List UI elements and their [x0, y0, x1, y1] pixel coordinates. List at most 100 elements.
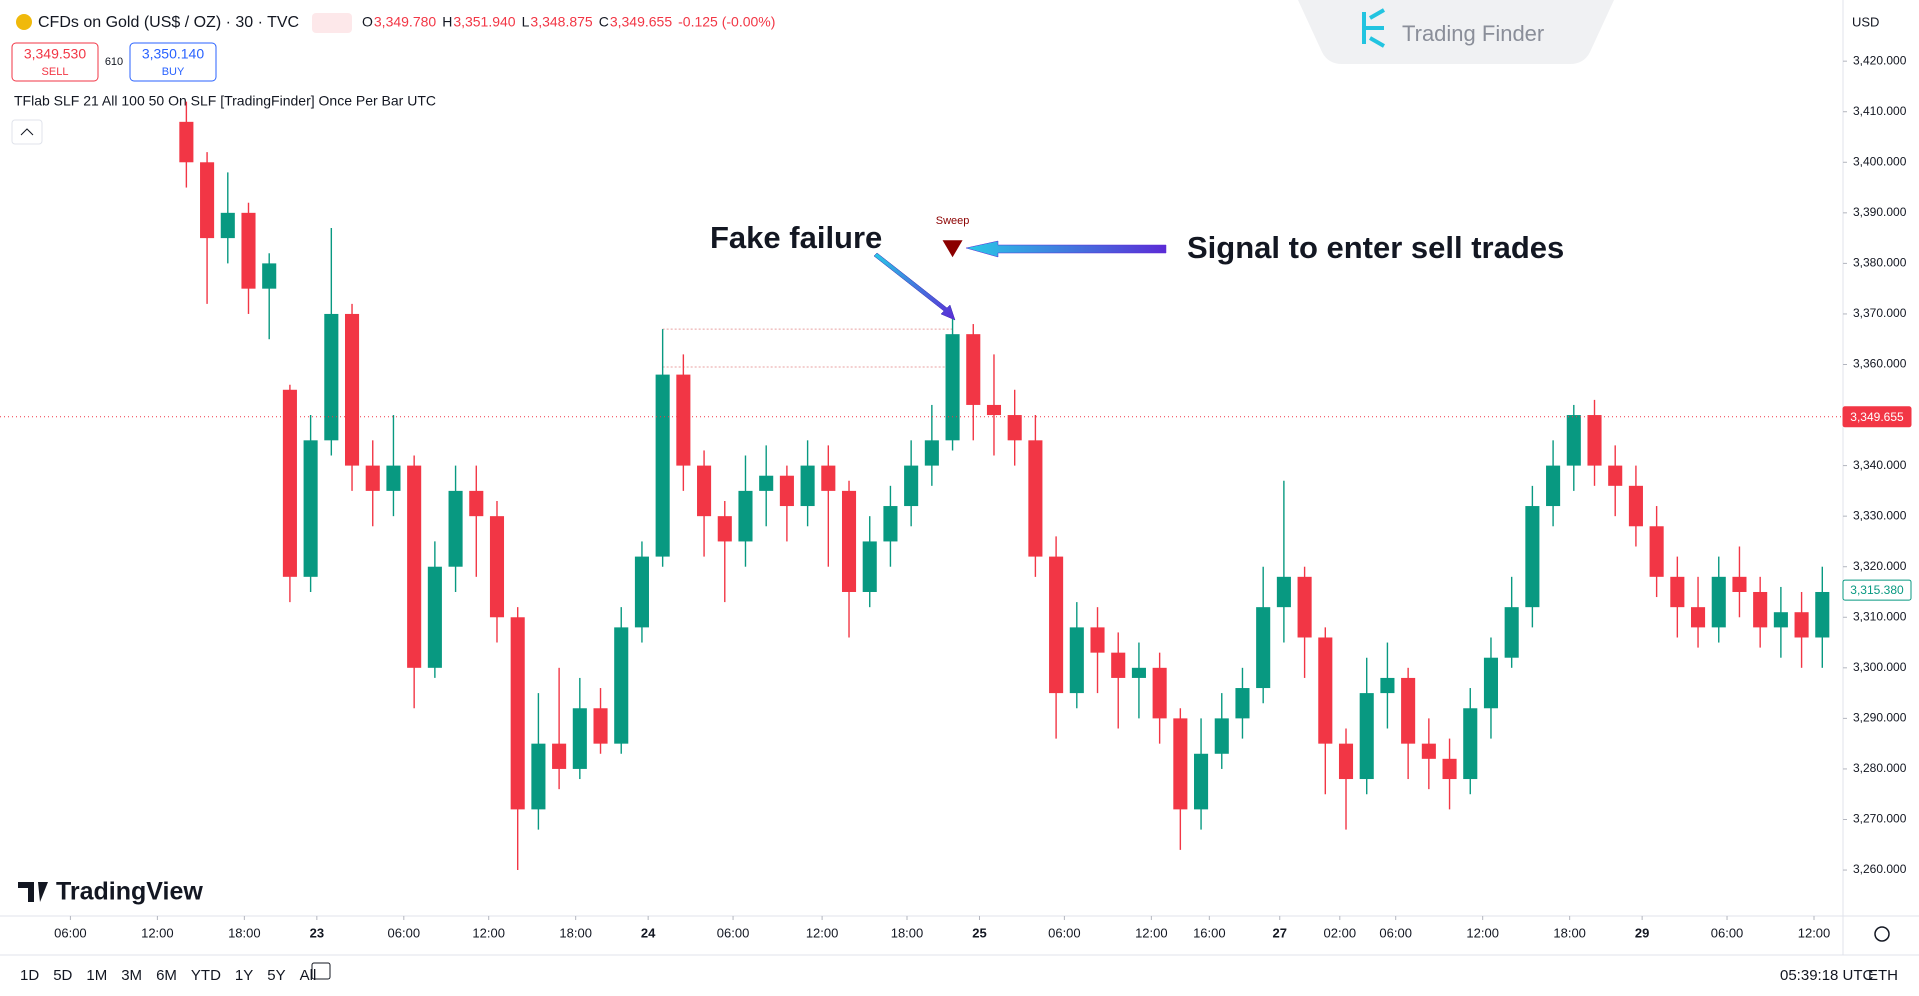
x-tick-label: 29 — [1635, 925, 1649, 940]
x-tick-label: 06:00 — [717, 925, 750, 940]
candle-body — [365, 465, 380, 491]
legend-change: -0.125 (-0.00%) — [678, 14, 775, 30]
candle-body — [1069, 627, 1084, 694]
session[interactable]: ETH — [1868, 967, 1898, 984]
candle-body — [200, 162, 215, 239]
candle-body — [759, 475, 774, 491]
y-tick-label: 3,370.000 — [1853, 306, 1907, 320]
candle-body — [1380, 677, 1395, 694]
range-button[interactable]: 1M — [86, 967, 107, 984]
candle-body — [1007, 415, 1022, 441]
x-tick-label: 06:00 — [1048, 925, 1081, 940]
candle-body — [1131, 667, 1146, 678]
candle-body — [241, 212, 256, 289]
candle-body — [655, 374, 670, 557]
x-tick-label: 12:00 — [1798, 925, 1831, 940]
collapse-icon — [20, 128, 34, 136]
x-tick-label: 18:00 — [891, 925, 924, 940]
candle-body — [1463, 708, 1478, 780]
candle-body — [593, 708, 608, 744]
candle-body — [800, 465, 815, 507]
candle-body — [1794, 612, 1809, 638]
x-tick-label: 12:00 — [1135, 925, 1168, 940]
candle-body — [469, 490, 484, 517]
candle-body — [1194, 753, 1209, 810]
candle-body — [1587, 415, 1602, 466]
range-button[interactable]: 6M — [156, 967, 177, 984]
x-tick-label: 12:00 — [472, 925, 505, 940]
fake-failure-arrow — [873, 252, 956, 321]
price-tag — [1842, 406, 1912, 428]
candle-body — [1152, 667, 1167, 719]
candle-body — [324, 313, 339, 441]
spread: 610 — [105, 56, 123, 68]
x-tick-label: 27 — [1273, 925, 1287, 940]
x-tick-label: 12:00 — [141, 925, 174, 940]
candle-body — [1421, 743, 1436, 759]
buy-price: 3,350.140 — [142, 46, 204, 62]
collapse-button[interactable] — [11, 119, 43, 145]
range-button[interactable]: 5D — [53, 967, 72, 984]
candle-body — [386, 465, 401, 491]
y-tick-label: 3,380.000 — [1853, 256, 1907, 270]
x-tick-label: 24 — [641, 925, 656, 940]
settings-icon[interactable] — [1874, 926, 1890, 942]
sell-button[interactable] — [11, 42, 99, 82]
range-button[interactable]: All — [300, 967, 317, 984]
candle-body — [1235, 688, 1250, 719]
candle-body — [1732, 576, 1747, 592]
candle-body — [862, 541, 877, 592]
y-tick-label: 3,330.000 — [1853, 508, 1907, 522]
candle-body — [1256, 607, 1271, 689]
candle-body — [986, 404, 1002, 416]
y-tick-label: 3,420.000 — [1853, 53, 1907, 67]
candle-body — [945, 334, 960, 441]
flag-badge — [312, 13, 352, 33]
candle-body — [1297, 576, 1312, 638]
sell-label: SELL — [42, 66, 69, 78]
y-tick-label: 3,270.000 — [1853, 812, 1907, 826]
symbol[interactable]: CFDs on Gold (US$ / OZ) · 30 · TVC — [38, 14, 299, 31]
currency[interactable]: USD — [1852, 14, 1879, 29]
candle-body — [552, 743, 567, 769]
candle-body — [220, 212, 235, 239]
candle-body — [697, 465, 712, 517]
candle-body — [717, 516, 732, 542]
range-button[interactable]: 1Y — [235, 967, 253, 984]
candle-body — [427, 566, 442, 668]
annotation: Fake failure — [710, 220, 882, 255]
x-tick-label: 06:00 — [1711, 925, 1744, 940]
buy-button[interactable] — [129, 42, 217, 82]
candle-body — [738, 490, 753, 542]
sweep-marker — [942, 240, 963, 258]
x-tick-label: 18:00 — [559, 925, 592, 940]
x-tick-label: 25 — [972, 925, 986, 940]
y-tick-label: 3,310.000 — [1853, 609, 1907, 623]
candle-body — [676, 374, 691, 466]
candle-body — [634, 556, 649, 628]
legend-key: C — [599, 14, 609, 30]
candle-body — [966, 334, 981, 405]
candle-body — [1711, 576, 1726, 628]
candle-body — [1338, 743, 1354, 780]
candle-body — [1753, 591, 1768, 628]
range-button[interactable]: 3M — [121, 967, 142, 984]
x-tick-label: 06:00 — [1379, 925, 1412, 940]
candle-body — [924, 440, 939, 466]
candle-body — [282, 389, 297, 577]
clock: 05:39:18 UTC — [1780, 967, 1874, 984]
buy-label: BUY — [162, 66, 185, 78]
candle-body — [1608, 465, 1623, 486]
price-tag — [1842, 579, 1912, 601]
x-tick-label: 18:00 — [1553, 925, 1586, 940]
range-button[interactable]: 1D — [20, 967, 39, 984]
range-button[interactable]: YTD — [191, 967, 221, 984]
candle-body — [614, 627, 629, 744]
y-tick-label: 3,340.000 — [1853, 458, 1907, 472]
date-range-icon[interactable] — [311, 962, 331, 980]
candle-body — [1566, 415, 1581, 466]
range-button[interactable]: 5Y — [267, 967, 285, 984]
x-tick-label: 12:00 — [1466, 925, 1499, 940]
candle-body — [1214, 718, 1229, 754]
